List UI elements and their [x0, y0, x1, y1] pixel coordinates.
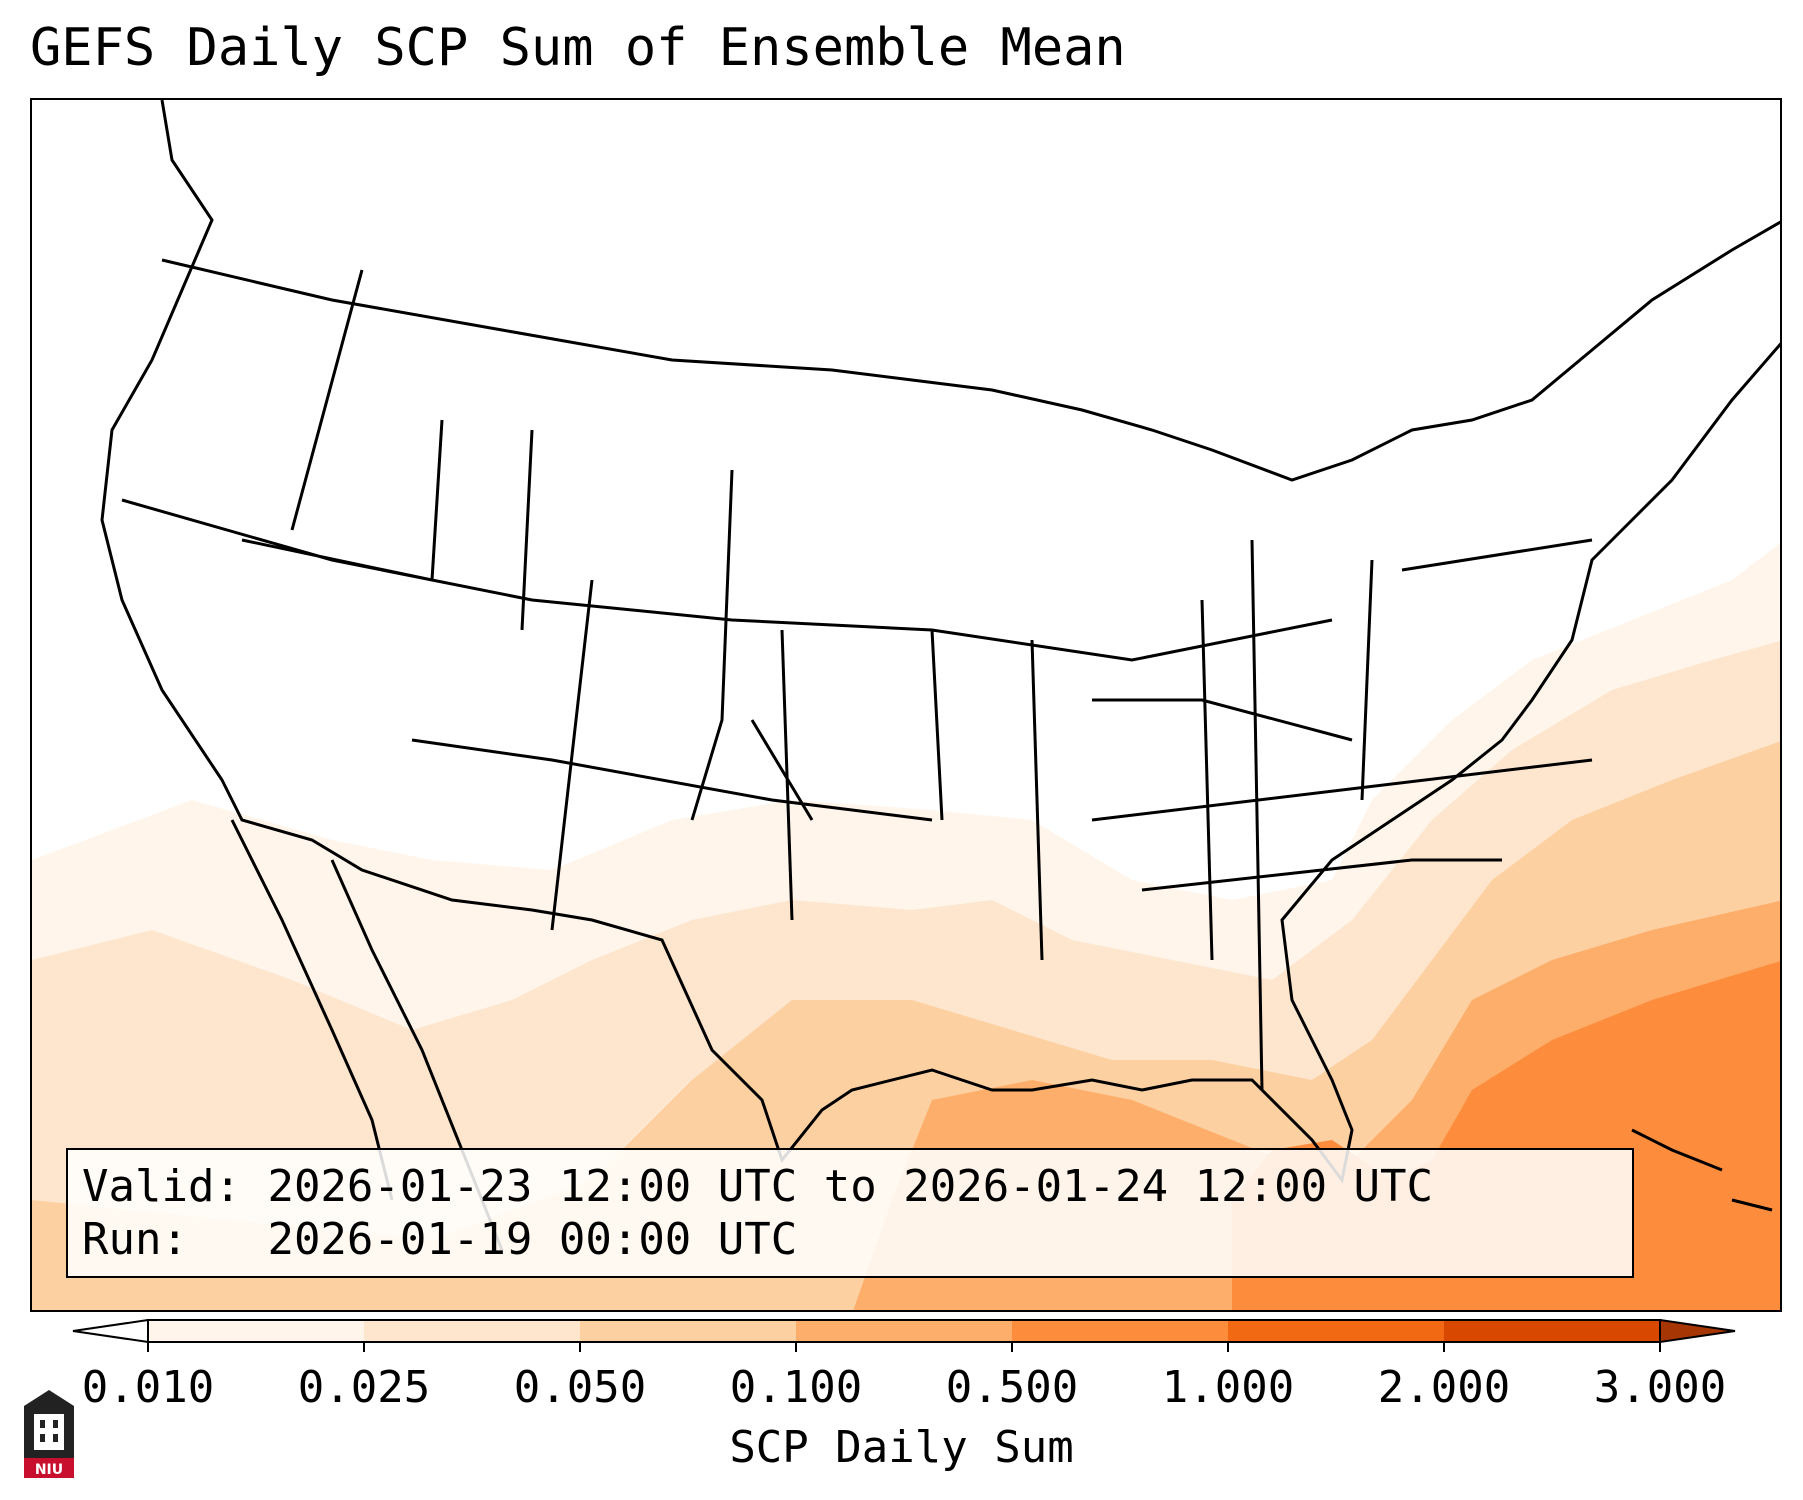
page-title: GEFS Daily SCP Sum of Ensemble Mean: [30, 18, 1126, 78]
colorbar-label: SCP Daily Sum: [729, 1422, 1074, 1473]
logo-text: NIU: [35, 1462, 63, 1478]
colorbar-tick-label: 0.025: [298, 1362, 430, 1413]
map-panel[interactable]: [30, 98, 1782, 1312]
colorbar-ticks: 0.010 0.025 0.050 0.100 0.500 1.000 2.000 3.000: [82, 1342, 1726, 1413]
colorbar-segment: [364, 1320, 581, 1342]
colorbar-segments: [72, 1318, 1736, 1344]
colorbar-extend-under: [72, 1318, 149, 1344]
niu-logo: NIU: [24, 1390, 74, 1478]
colorbar: 0.010 0.025 0.050 0.100 0.500 1.000 2.000 3.000: [72, 1318, 1736, 1413]
colorbar-tick-label: 2.000: [1378, 1362, 1510, 1413]
state-boundaries: [121, 269, 1593, 1091]
run-label: Run:: [82, 1214, 188, 1265]
run-line: Run: 2026-01-19 00:00 UTC: [82, 1213, 1618, 1266]
colorbar-segment: [1228, 1320, 1445, 1342]
caribbean-islands: [1631, 1128, 1773, 1212]
scp-map[interactable]: [32, 100, 1782, 1312]
colorbar-segment: [580, 1320, 797, 1342]
colorbar-tick-label: 0.010: [82, 1362, 214, 1413]
colorbar-tick-label: 0.100: [730, 1362, 862, 1413]
colorbar-tick-label: 0.050: [514, 1362, 646, 1413]
canada-border: [161, 220, 1780, 482]
run-value: 2026-01-19 00:00 UTC: [267, 1214, 798, 1265]
colorbar-outline: [147, 1319, 1661, 1343]
valid-run-info-box: Valid: 2026-01-23 12:00 UTC to 2026-01-2…: [66, 1148, 1634, 1278]
colorbar-tick-label: 0.500: [946, 1362, 1078, 1413]
valid-label: Valid:: [82, 1161, 241, 1212]
valid-line: Valid: 2026-01-23 12:00 UTC to 2026-01-2…: [82, 1160, 1618, 1213]
political-boundaries: [100, 100, 1780, 1251]
colorbar-extend-over: [1659, 1318, 1736, 1344]
colorbar-segment: [796, 1320, 1013, 1342]
valid-value: 2026-01-23 12:00 UTC to 2026-01-24 12:00…: [267, 1161, 1434, 1212]
colorbar-segment: [148, 1320, 365, 1342]
colorbar-tick-label: 1.000: [1162, 1362, 1294, 1413]
colorbar-segment: [1012, 1320, 1229, 1342]
colorbar-tick-label: 3.000: [1594, 1362, 1726, 1413]
colorbar-segment: [1444, 1320, 1661, 1342]
us-border-outline: [100, 100, 1780, 1184]
